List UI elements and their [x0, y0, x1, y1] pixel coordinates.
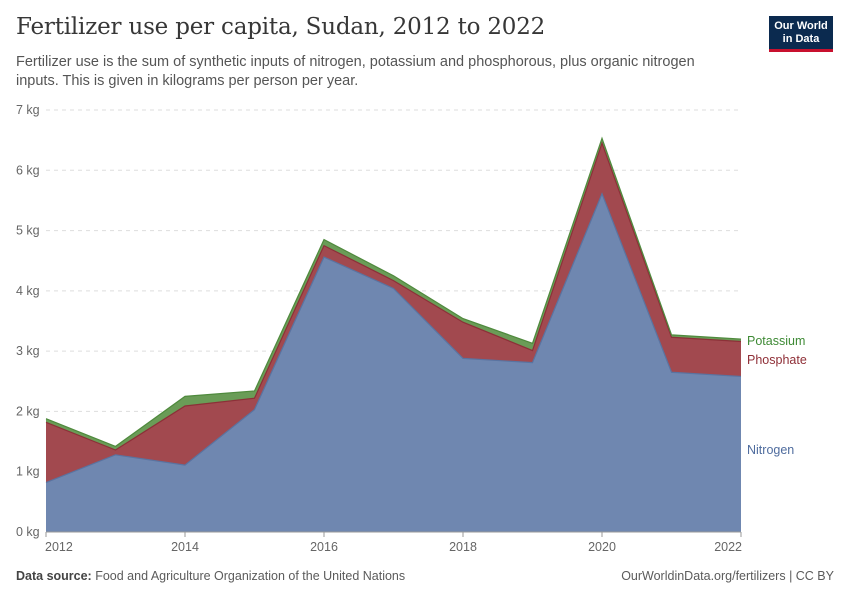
- x-tick-label: 2014: [171, 540, 199, 554]
- y-tick-label: 4 kg: [16, 284, 40, 298]
- legend-potassium: Potassium: [747, 334, 805, 348]
- data-source: Data source: Food and Agriculture Organi…: [16, 569, 405, 583]
- x-tick-label: 2012: [45, 540, 73, 554]
- legend-nitrogen: Nitrogen: [747, 443, 794, 457]
- y-tick-label: 6 kg: [16, 163, 40, 177]
- footer-link[interactable]: OurWorldinData.org/fertilizers | CC BY: [621, 569, 834, 583]
- y-tick-label: 7 kg: [16, 103, 40, 117]
- data-source-text: Food and Agriculture Organization of the…: [95, 569, 405, 583]
- x-tick-label: 2020: [588, 540, 616, 554]
- data-source-label: Data source:: [16, 569, 92, 583]
- x-tick-label: 2018: [449, 540, 477, 554]
- y-tick-label: 1 kg: [16, 465, 40, 479]
- x-tick-label: 2016: [310, 540, 338, 554]
- area-series: [46, 138, 741, 532]
- y-tick-label: 2 kg: [16, 404, 40, 418]
- legend-phosphate: Phosphate: [747, 353, 807, 367]
- y-tick-label: 5 kg: [16, 224, 40, 238]
- y-tick-label: 0 kg: [16, 525, 40, 539]
- series-labels: Nitrogen Phosphate Potassium: [747, 334, 807, 457]
- x-tick-label: 2022: [714, 540, 742, 554]
- y-tick-label: 3 kg: [16, 344, 40, 358]
